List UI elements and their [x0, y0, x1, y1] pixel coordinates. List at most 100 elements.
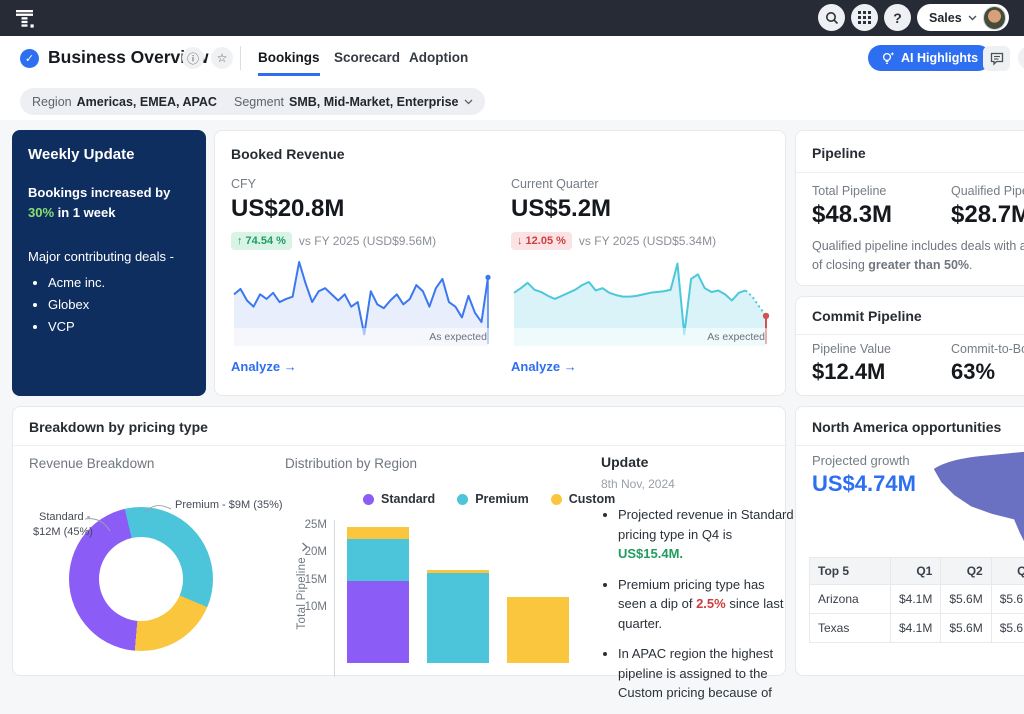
commit-to-book-value: 63%: [951, 359, 1024, 385]
divider: [796, 334, 1024, 335]
update-bullet: Premium pricing type has seen a dip of 2…: [618, 575, 794, 634]
table-cell: $4.1M: [891, 585, 941, 614]
quarter-vs-text: vs FY 2025 (USD$5.34M): [579, 234, 716, 248]
commit-to-book-stat: Commit-to-Book 63%: [951, 342, 1024, 385]
bar-segment-premium[interactable]: [347, 539, 409, 580]
weekly-update-card: Weekly Update Bookings increased by 30% …: [12, 130, 206, 396]
text-segment: greater than 50%: [868, 258, 969, 272]
update-title: Update: [601, 454, 648, 470]
pipeline-title: Pipeline: [812, 145, 866, 161]
cfy-trend-chart[interactable]: As expected: [231, 258, 493, 346]
weekly-update-subtitle: Major contributing deals -: [28, 249, 190, 264]
clipped-toolbar-button[interactable]: [1018, 46, 1024, 70]
legend-dot: [363, 494, 374, 505]
booked-revenue-title: Booked Revenue: [231, 146, 769, 162]
bar-segment-premium[interactable]: [427, 573, 489, 663]
text-segment: 30%: [28, 205, 54, 220]
pipeline-card: Pipeline Total Pipeline $48.3M Qualified…: [795, 130, 1024, 286]
bar-chart-legend: Standard Premium Custom: [363, 492, 615, 506]
bar-segment-custom[interactable]: [427, 570, 489, 574]
filter-segment[interactable]: Segment SMB, Mid-Market, Enterprise: [222, 88, 485, 115]
favorite-button[interactable]: ☆: [211, 47, 233, 69]
apps-grid-icon: [858, 11, 871, 24]
tab-adoption[interactable]: Adoption: [409, 50, 468, 73]
legend-label: Custom: [569, 492, 616, 506]
bar-segment-custom[interactable]: [347, 527, 409, 540]
cfy-analyze-link[interactable]: Analyze →: [231, 359, 297, 374]
cfy-value: US$20.8M: [231, 195, 436, 223]
table-row[interactable]: Arizona$4.1M$5.6M$5.6M: [810, 585, 1024, 614]
workspace-switcher[interactable]: Sales: [917, 4, 1009, 31]
pipeline-note: Qualified pipeline includes deals with a…: [812, 237, 1024, 275]
table-cell: $5.6M: [941, 614, 991, 643]
app-logo-icon[interactable]: [14, 6, 38, 30]
cfy-vs-text: vs FY 2025 (USD$9.56M): [299, 234, 436, 248]
question-mark-icon: ?: [893, 10, 902, 26]
donut-callout-standard-line1: Standard -: [39, 511, 93, 523]
forecast-band: As expected: [231, 328, 493, 346]
text-segment: Bookings increased by: [28, 185, 170, 200]
update-bullet: Projected revenue in Standard pricing ty…: [618, 505, 794, 564]
filter-region[interactable]: Region Americas, EMEA, APAC: [20, 88, 243, 115]
table-header-cell[interactable]: Top 5: [810, 558, 891, 585]
chevron-down-icon: [464, 99, 473, 105]
us-map-shape[interactable]: [934, 450, 1024, 547]
booked-revenue-card: Booked Revenue CFY US$20.8M ↑ 74.54 % vs…: [214, 130, 786, 396]
divider: [796, 172, 1024, 173]
quarter-trend-chart[interactable]: As expected: [511, 258, 771, 346]
cfy-annotation: As expected: [429, 331, 487, 343]
quarter-analyze-link[interactable]: Analyze →: [511, 359, 577, 374]
tab-scorecard[interactable]: Scorecard: [334, 50, 400, 73]
commit-pipeline-title: Commit Pipeline: [812, 308, 922, 324]
workspace-label: Sales: [929, 11, 962, 25]
donut-callout-standard-line2: $12M (45%): [33, 526, 93, 538]
quarter-delta-badge: ↓ 12.05 %: [511, 232, 572, 250]
table-header-cell[interactable]: Q1: [891, 558, 941, 585]
ai-highlights-button[interactable]: AI Highlights: [868, 45, 991, 71]
apps-grid-button[interactable]: [851, 4, 878, 31]
table-row[interactable]: Texas$4.1M$5.6M$5.6M: [810, 614, 1024, 643]
bar-segment-standard[interactable]: [347, 581, 409, 664]
cfy-delta-badge: ↑ 74.54 %: [231, 232, 292, 250]
text-segment: In APAC region the highest pipeline is a…: [618, 646, 773, 700]
legend-item-premium[interactable]: Premium: [457, 492, 529, 506]
legend-item-standard[interactable]: Standard: [363, 492, 435, 506]
cfy-label: CFY: [231, 177, 436, 191]
qualified-pipeline-label: Qualified Pipeline: [951, 184, 1024, 198]
y-axis-tick: 10M: [287, 601, 327, 613]
deal-item: Acme inc.: [48, 272, 190, 294]
quarter-metric: Current Quarter US$5.2M ↓ 12.05 % vs FY …: [511, 177, 716, 250]
donut-callout-premium: Premium - $9M (35%): [175, 499, 283, 511]
info-button[interactable]: ⓘ: [182, 47, 204, 69]
bar-segment-custom[interactable]: [507, 597, 569, 663]
text-segment: .: [969, 258, 972, 272]
tab-bookings[interactable]: Bookings: [258, 50, 320, 76]
help-button[interactable]: ?: [884, 4, 911, 31]
projected-growth-label: Projected growth: [812, 453, 910, 468]
filter-region-label: Region: [32, 95, 72, 109]
lightbulb-sparkle-icon: [881, 51, 895, 65]
user-avatar[interactable]: [983, 6, 1006, 30]
legend-item-custom[interactable]: Custom: [551, 492, 616, 506]
total-pipeline-value: $48.3M: [812, 201, 892, 229]
stacked-bar-plot: 25M20M15M10M: [334, 520, 575, 677]
legend-dot: [551, 494, 562, 505]
speech-bubble-icon: [990, 52, 1004, 66]
verified-badge-icon: ✓: [20, 49, 39, 68]
filter-segment-value: SMB, Mid-Market, Enterprise: [289, 95, 458, 109]
star-icon: ☆: [217, 51, 228, 65]
breakdown-title: Breakdown by pricing type: [29, 419, 208, 435]
table-header-cell[interactable]: Q2: [941, 558, 991, 585]
donut-hole: [99, 537, 183, 621]
commit-to-book-label: Commit-to-Book: [951, 342, 1024, 356]
update-date: 8th Nov, 2024: [601, 477, 675, 491]
forecast-band: As expected: [511, 328, 771, 346]
table-cell: $4.1M: [891, 614, 941, 643]
weekly-update-title: Weekly Update: [28, 146, 190, 163]
us-map[interactable]: [924, 441, 1024, 553]
search-button[interactable]: [818, 4, 845, 31]
table-header-cell[interactable]: Q3: [991, 558, 1024, 585]
distribution-by-region-title: Distribution by Region: [285, 456, 417, 471]
feedback-button[interactable]: [983, 46, 1010, 71]
divider: [240, 46, 241, 70]
